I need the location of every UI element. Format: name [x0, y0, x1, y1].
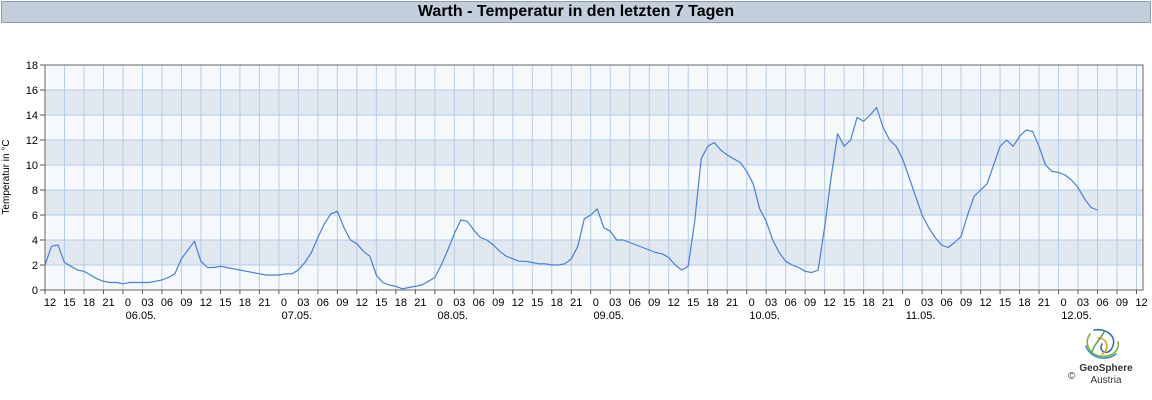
brand-subtitle: Austria: [1090, 375, 1122, 386]
x-tick-label: 09: [648, 297, 660, 309]
x-tick-label: 18: [239, 297, 251, 309]
x-tick-label: 06: [785, 297, 797, 309]
x-tick-label: 15: [999, 297, 1011, 309]
x-tick-label: 03: [921, 297, 933, 309]
y-tick-label: 4: [32, 235, 38, 247]
x-tick-label: 18: [551, 297, 563, 309]
y-tick-label: 6: [32, 210, 38, 222]
x-tick-label: 12: [200, 297, 212, 309]
x-tick-label: 18: [707, 297, 719, 309]
chart-title: Warth - Temperatur in den letzten 7 Tage…: [417, 3, 735, 20]
brand-name: GeoSphere: [1079, 363, 1133, 374]
y-band: [45, 140, 1143, 165]
temperature-series-line: [44, 106, 1098, 290]
y-tick-label: 12: [26, 135, 38, 147]
y-band: [45, 190, 1143, 215]
y-tick-label: 10: [26, 160, 38, 172]
x-tick-label: 15: [219, 297, 231, 309]
x-tick-label: 15: [843, 297, 855, 309]
y-tick-label: 18: [26, 60, 38, 72]
date-label: 07.05.: [282, 310, 313, 322]
x-tick-label: 18: [395, 297, 407, 309]
x-tick-label: 0: [1060, 297, 1066, 309]
y-axis-label: Temperatur in °C: [1, 139, 12, 215]
x-tick-label: 06: [1096, 297, 1108, 309]
x-tick-label: 18: [83, 297, 95, 309]
chart-title-bar: Warth - Temperatur in den letzten 7 Tage…: [1, 1, 1151, 23]
y-tick-label: 2: [32, 260, 38, 272]
x-tick-label: 03: [141, 297, 153, 309]
date-label: 09.05.: [593, 310, 624, 322]
x-tick-label: 0: [437, 297, 443, 309]
x-tick-label: 21: [258, 297, 270, 309]
x-tick-label: 0: [749, 297, 755, 309]
geosphere-logo-icon: [1085, 328, 1120, 359]
x-tick-label: 21: [882, 297, 894, 309]
x-tick-label: 06: [629, 297, 641, 309]
y-tick-label: 0: [32, 285, 38, 297]
x-tick-label: 03: [1077, 297, 1089, 309]
x-tick-label: 12: [668, 297, 680, 309]
x-tick-label: 0: [905, 297, 911, 309]
x-tick-label: 21: [102, 297, 114, 309]
date-label: 10.05.: [749, 310, 780, 322]
copyright-symbol: ©: [1068, 371, 1076, 382]
x-tick-label: 03: [453, 297, 465, 309]
x-tick-label: 0: [281, 297, 287, 309]
x-tick-label: 15: [687, 297, 699, 309]
x-tick-label: 03: [297, 297, 309, 309]
plot-border: [44, 64, 1144, 291]
x-tick-label: 15: [375, 297, 387, 309]
y-band: [45, 240, 1143, 265]
date-label: 06.05.: [126, 310, 157, 322]
y-tick-label: 16: [26, 85, 38, 97]
x-tick-label: 06: [473, 297, 485, 309]
x-tick-label: 12: [979, 297, 991, 309]
x-tick-label: 0: [593, 297, 599, 309]
x-tick-label: 12: [824, 297, 836, 309]
x-tick-label: 12: [356, 297, 368, 309]
x-tick-label: 09: [960, 297, 972, 309]
x-tick-label: 21: [570, 297, 582, 309]
x-tick-label: 12: [512, 297, 524, 309]
x-tick-label: 15: [63, 297, 75, 309]
x-tick-label: 0: [125, 297, 131, 309]
date-label: 12.05.: [1061, 310, 1092, 322]
x-tick-label: 03: [765, 297, 777, 309]
x-tick-label: 09: [492, 297, 504, 309]
x-tick-label: 12: [1135, 297, 1147, 309]
y-tick-label: 14: [26, 110, 38, 122]
y-tick-label: 8: [32, 185, 38, 197]
x-tick-label: 18: [863, 297, 875, 309]
x-tick-label: 06: [940, 297, 952, 309]
date-label: 08.05.: [438, 310, 469, 322]
x-tick-label: 18: [1018, 297, 1030, 309]
x-tick-label: 21: [1038, 297, 1050, 309]
x-tick-label: 06: [317, 297, 329, 309]
x-tick-label: 09: [180, 297, 192, 309]
x-tick-label: 21: [414, 297, 426, 309]
x-tick-label: 09: [804, 297, 816, 309]
x-tick-label: 21: [726, 297, 738, 309]
x-tick-label: 03: [609, 297, 621, 309]
y-band: [45, 90, 1143, 115]
date-label: 11.05.: [906, 310, 936, 322]
x-tick-label: 09: [336, 297, 348, 309]
x-tick-label: 06: [161, 297, 173, 309]
x-tick-label: 09: [1116, 297, 1128, 309]
x-tick-label: 12: [44, 297, 56, 309]
x-tick-label: 15: [531, 297, 543, 309]
